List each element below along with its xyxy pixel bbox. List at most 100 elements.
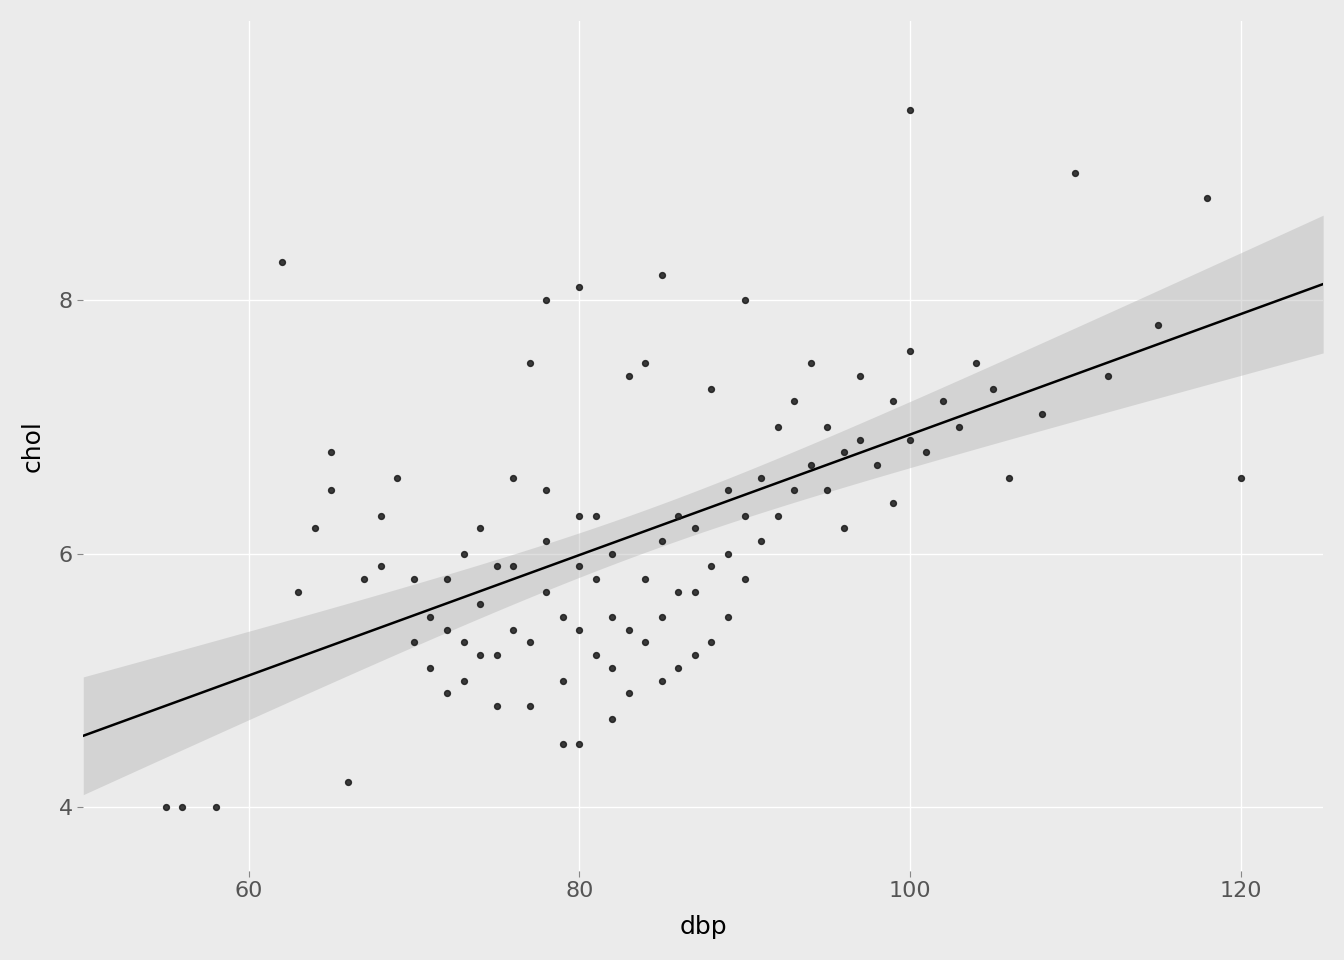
Point (387, 469, 409, 485)
Point (700, 559, 722, 574)
Point (370, 508, 391, 523)
Point (866, 457, 887, 472)
Point (899, 343, 921, 358)
Point (552, 736, 574, 752)
Point (965, 356, 986, 372)
Point (469, 597, 491, 612)
Point (155, 800, 176, 815)
Point (204, 800, 226, 815)
Point (271, 254, 293, 270)
Point (650, 610, 672, 625)
Point (370, 559, 391, 574)
Point (833, 520, 855, 536)
Point (767, 508, 789, 523)
Point (618, 369, 640, 384)
Point (453, 673, 474, 688)
Point (485, 647, 507, 662)
Point (569, 508, 590, 523)
Point (849, 432, 871, 447)
Point (883, 495, 905, 511)
Point (535, 292, 556, 307)
Point (684, 520, 706, 536)
Point (602, 610, 624, 625)
Point (767, 420, 789, 435)
Point (403, 635, 425, 650)
Point (668, 660, 689, 676)
Point (485, 559, 507, 574)
Point (650, 267, 672, 282)
Point (833, 444, 855, 460)
Point (1064, 165, 1086, 180)
Point (784, 394, 805, 409)
Point (569, 736, 590, 752)
Point (320, 444, 341, 460)
Point (634, 356, 656, 372)
Point (569, 559, 590, 574)
Point (915, 444, 937, 460)
Point (552, 610, 574, 625)
Point (485, 698, 507, 713)
Point (519, 635, 540, 650)
Point (503, 469, 524, 485)
Point (1098, 369, 1120, 384)
Point (602, 546, 624, 562)
Point (784, 483, 805, 498)
Point (437, 622, 458, 637)
Point (585, 571, 606, 587)
Point (535, 483, 556, 498)
Point (437, 685, 458, 701)
Y-axis label: chol: chol (22, 420, 44, 471)
Point (569, 622, 590, 637)
Point (734, 571, 755, 587)
Point (585, 508, 606, 523)
Point (503, 559, 524, 574)
Point (700, 381, 722, 396)
Point (999, 469, 1020, 485)
Point (700, 635, 722, 650)
Point (734, 508, 755, 523)
Point (618, 622, 640, 637)
Point (535, 584, 556, 599)
Point (750, 534, 771, 549)
Point (668, 584, 689, 599)
Point (304, 520, 325, 536)
Point (899, 102, 921, 117)
Point (1146, 318, 1168, 333)
Point (816, 420, 837, 435)
Point (800, 356, 821, 372)
Point (419, 660, 441, 676)
Point (585, 647, 606, 662)
Point (353, 571, 375, 587)
Point (519, 698, 540, 713)
Point (634, 571, 656, 587)
Point (981, 381, 1003, 396)
Point (288, 584, 309, 599)
Point (419, 610, 441, 625)
Point (883, 394, 905, 409)
Point (634, 635, 656, 650)
Point (718, 483, 739, 498)
Point (519, 356, 540, 372)
Point (569, 279, 590, 295)
Point (602, 711, 624, 727)
Point (172, 800, 194, 815)
Point (453, 635, 474, 650)
Point (453, 546, 474, 562)
Point (403, 571, 425, 587)
Point (1031, 406, 1052, 421)
Point (849, 369, 871, 384)
Point (668, 508, 689, 523)
Point (469, 520, 491, 536)
Point (684, 584, 706, 599)
Point (535, 534, 556, 549)
Point (684, 647, 706, 662)
X-axis label: dbp: dbp (680, 915, 727, 939)
Point (650, 534, 672, 549)
Point (800, 457, 821, 472)
Point (503, 622, 524, 637)
Point (602, 660, 624, 676)
Point (933, 394, 954, 409)
Point (899, 432, 921, 447)
Point (816, 483, 837, 498)
Point (650, 673, 672, 688)
